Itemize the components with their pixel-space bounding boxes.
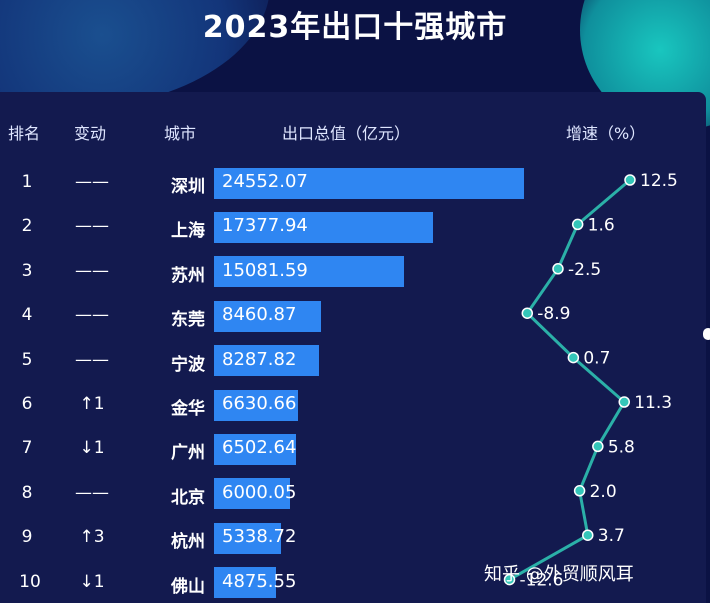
export-value-label: 6630.66 <box>222 393 297 414</box>
city-label: 佛山 <box>171 576 205 597</box>
growth-point <box>567 351 580 364</box>
export-value-label: 24552.07 <box>222 171 308 192</box>
rank-cell: 2 <box>21 216 33 237</box>
growth-value-label: 1.6 <box>588 215 615 235</box>
change-cell: —— <box>75 349 109 370</box>
growth-value-label: -2.5 <box>568 260 601 280</box>
growth-line <box>508 178 631 581</box>
city-label: 苏州 <box>171 265 205 286</box>
export-bar <box>214 300 321 332</box>
growth-value-label: 11.3 <box>634 393 672 413</box>
city-label: 杭州 <box>171 532 205 553</box>
growth-point <box>592 440 604 453</box>
export-value-label: 8287.82 <box>222 348 297 370</box>
rank-cell: 6 <box>21 394 33 414</box>
rank-cell: 10 <box>19 571 41 592</box>
growth-point <box>624 174 636 186</box>
change-cell: —— <box>75 260 109 281</box>
growth-point <box>571 218 584 231</box>
export-value-label: 6502.64 <box>222 437 297 459</box>
growth-value-label: 0.7 <box>583 349 610 369</box>
rank-cell: 7 <box>21 438 33 459</box>
growth-point <box>521 307 534 319</box>
city-label: 金华 <box>171 399 205 419</box>
growth-value-label: -12.6 <box>520 571 564 591</box>
rank-cell: 4 <box>21 305 33 326</box>
growth-value-label: -8.9 <box>537 304 570 324</box>
edge-dot <box>703 328 710 340</box>
chart-title: 2023年出口十强城市 <box>202 10 508 45</box>
growth-value-label: 5.8 <box>608 437 635 457</box>
rank-cell: 1 <box>21 172 33 192</box>
growth-value-label: 3.7 <box>598 526 625 546</box>
city-label: 东莞 <box>171 310 205 331</box>
growth-point <box>573 485 586 497</box>
export-bar <box>214 256 405 288</box>
export-value-label: 17377.94 <box>222 215 308 237</box>
growth-point <box>618 396 630 408</box>
city-label: 上海 <box>171 221 205 242</box>
export-bar <box>214 522 282 554</box>
change-cell: —— <box>75 305 109 326</box>
change-cell: —— <box>75 172 109 192</box>
rank-cell: 8 <box>21 482 33 503</box>
header-city: 城市 <box>164 124 197 143</box>
header-total: 出口总值（亿元） <box>282 124 411 143</box>
export-bar <box>214 167 524 199</box>
change-cell: ↑1 <box>79 394 105 414</box>
growth-point <box>552 263 564 275</box>
export-bar <box>214 211 434 243</box>
rank-cell: 5 <box>21 349 33 370</box>
change-cell: ↓1 <box>79 571 105 592</box>
change-cell: —— <box>75 216 109 237</box>
export-bar <box>214 433 297 465</box>
growth-point <box>582 529 594 541</box>
header-change: 变动 <box>74 124 107 143</box>
change-cell: ↓1 <box>79 438 105 459</box>
export-value-label: 6000.05 <box>222 481 297 503</box>
change-cell: ↑3 <box>79 527 105 548</box>
city-label: 深圳 <box>171 177 205 197</box>
city-label: 宁波 <box>171 354 205 375</box>
export-value-label: 5338.72 <box>222 526 297 548</box>
export-bar <box>214 345 319 377</box>
watermark: 知乎 @外贸顺风耳 <box>484 564 634 585</box>
export-value-label: 8460.87 <box>222 304 297 326</box>
export-value-label: 4875.55 <box>222 570 297 592</box>
city-label: 北京 <box>171 487 205 508</box>
export-bar <box>214 389 298 421</box>
change-cell: —— <box>75 482 109 503</box>
city-label: 广州 <box>171 443 205 464</box>
rank-cell: 9 <box>21 527 33 548</box>
growth-value-label: 12.5 <box>640 171 678 191</box>
growth-point <box>503 573 516 586</box>
export-bar <box>214 478 290 510</box>
export-bar <box>214 567 276 599</box>
export-value-label: 15081.59 <box>222 259 308 281</box>
rank-cell: 3 <box>21 260 33 281</box>
header-growth: 增速（%） <box>566 124 646 143</box>
growth-value-label: 2.0 <box>590 482 617 502</box>
header-rank: 排名 <box>8 124 41 143</box>
